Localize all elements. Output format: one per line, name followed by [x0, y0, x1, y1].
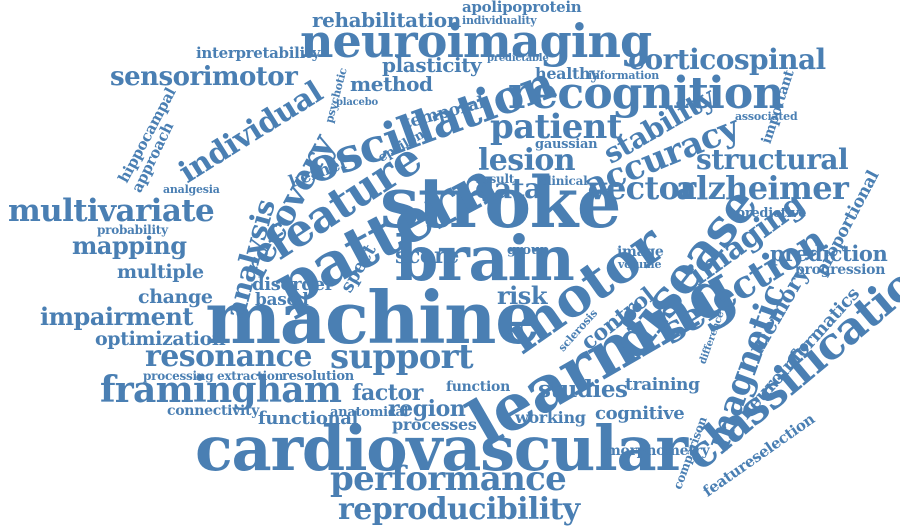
word-healthy: healthy: [535, 64, 600, 83]
word-vector: vector: [588, 169, 696, 207]
word-factor: factor: [352, 380, 423, 406]
word-performance: performance: [330, 459, 567, 499]
word-probability: probability: [97, 223, 168, 237]
word-change: change: [138, 286, 213, 308]
word-method: method: [350, 72, 433, 96]
word-based: based: [255, 290, 309, 310]
word-mapping: mapping: [72, 231, 187, 260]
word-sensorimotor: sensorimotor: [110, 62, 298, 92]
word-multivariate: multivariate: [8, 193, 215, 229]
word-associated: associated: [735, 110, 798, 123]
word-result: result: [476, 172, 515, 186]
word-image: image: [617, 244, 664, 260]
word-score: score: [395, 243, 459, 269]
word-alzheimer: alzheimer: [676, 169, 849, 207]
word-brain: brain: [395, 222, 575, 295]
word-processing: processing: [143, 369, 214, 383]
word-framingham: framingham: [100, 369, 342, 411]
word-anatomical: anatomical: [330, 405, 409, 420]
word-gaussian: gaussian: [535, 137, 598, 152]
word-region: region: [388, 396, 466, 422]
word-corticospinal: corticospinal: [628, 43, 826, 76]
word-group: group: [507, 243, 549, 258]
word-morphometry: morphometry: [606, 443, 710, 459]
word-cardiovascular: cardiovascular: [195, 412, 688, 485]
word-extraction: extraction: [217, 369, 284, 383]
word-training: training: [625, 375, 700, 395]
word-recognition: recognition: [508, 68, 784, 119]
word-stroke: stroke: [380, 161, 621, 244]
word-clinical: clinical: [540, 174, 588, 188]
word-predictable: predictable: [487, 53, 549, 64]
word-optimization: optimization: [95, 328, 226, 350]
word-individuality: individuality: [462, 14, 537, 27]
word-working: working: [515, 408, 586, 427]
word-progression: progression: [795, 262, 886, 278]
word-predictive: predictive: [736, 206, 807, 221]
word-interpretability: interpretability: [196, 44, 320, 62]
word-information: information: [588, 69, 659, 82]
word-processes: processes: [392, 415, 477, 434]
word-function: function: [446, 379, 510, 395]
word-disorder: disorder: [252, 274, 334, 295]
word-reproducibility: reproducibility: [338, 492, 580, 527]
word-neuroimaging: neuroimaging: [300, 14, 652, 68]
word-multiple: multiple: [117, 261, 204, 283]
word-impairment: impairment: [40, 302, 194, 331]
word-machine: machine: [205, 275, 541, 360]
word-volume: volume: [618, 258, 662, 271]
word-lesion: lesion: [478, 143, 576, 178]
word-functional: functional: [258, 408, 359, 429]
word-risk: risk: [497, 281, 547, 310]
word-placebo: placebo: [336, 97, 378, 108]
word-studies: studies: [538, 376, 628, 403]
word-apolipoprotein: apolipoprotein: [462, 0, 582, 16]
word-resonance: resonance: [145, 339, 312, 374]
word-structural: structural: [696, 143, 849, 176]
word-patient: patient: [490, 107, 622, 147]
word-support: support: [330, 337, 474, 377]
word-rehabilitation: rehabilitation: [312, 8, 461, 32]
word-analgesia: analgesia: [163, 183, 220, 196]
word-connectivity: connectivity: [167, 403, 260, 419]
word-cognitive: cognitive: [595, 403, 685, 424]
word-resolution: resolution: [282, 369, 354, 384]
word-prediction: prediction: [770, 241, 888, 266]
word-psychotic: psychotic: [322, 66, 350, 125]
word-plasticity: plasticity: [382, 53, 482, 77]
word-data: data: [475, 172, 542, 205]
